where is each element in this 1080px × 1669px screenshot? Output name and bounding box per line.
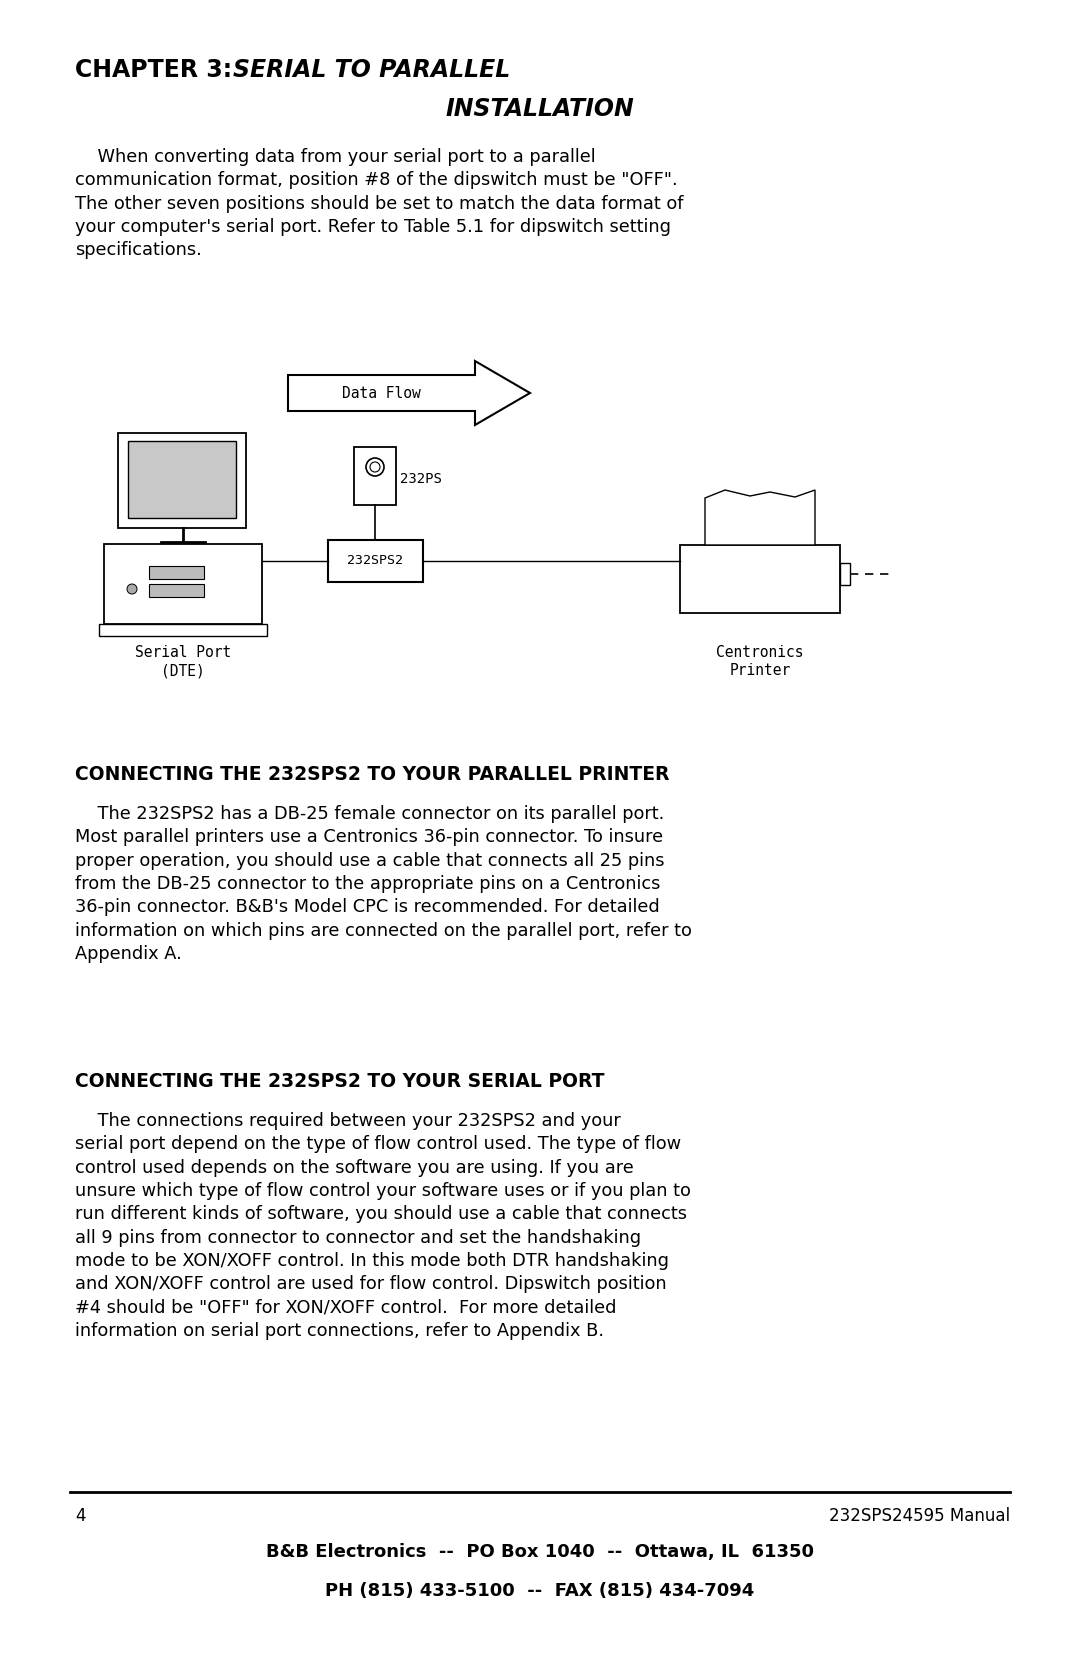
FancyBboxPatch shape	[118, 432, 246, 527]
FancyBboxPatch shape	[840, 562, 850, 586]
Text: Centronics: Centronics	[716, 644, 804, 659]
FancyBboxPatch shape	[104, 544, 262, 624]
FancyBboxPatch shape	[149, 566, 204, 579]
Text: 232SPS24595 Manual: 232SPS24595 Manual	[828, 1507, 1010, 1525]
Text: CHAPTER 3:: CHAPTER 3:	[75, 58, 241, 82]
FancyBboxPatch shape	[99, 624, 267, 636]
Text: CONNECTING THE 232SPS2 TO YOUR PARALLEL PRINTER: CONNECTING THE 232SPS2 TO YOUR PARALLEL …	[75, 764, 670, 784]
Text: CONNECTING THE 232SPS2 TO YOUR SERIAL PORT: CONNECTING THE 232SPS2 TO YOUR SERIAL PO…	[75, 1071, 605, 1092]
Text: Serial Port: Serial Port	[135, 644, 231, 659]
Text: The connections required between your 232SPS2 and your
serial port depend on the: The connections required between your 23…	[75, 1112, 691, 1340]
Circle shape	[370, 462, 380, 472]
Text: PH (815) 433-5100  --  FAX (815) 434-7094: PH (815) 433-5100 -- FAX (815) 434-7094	[325, 1582, 755, 1601]
FancyBboxPatch shape	[680, 546, 840, 613]
Text: Printer: Printer	[729, 663, 791, 678]
Text: Data Flow: Data Flow	[342, 386, 421, 401]
Text: When converting data from your serial port to a parallel
communication format, p: When converting data from your serial po…	[75, 149, 684, 259]
Text: 232SPS2: 232SPS2	[347, 554, 403, 567]
Circle shape	[366, 457, 384, 476]
FancyBboxPatch shape	[129, 441, 237, 517]
Polygon shape	[705, 491, 815, 546]
Text: The 232SPS2 has a DB-25 female connector on its parallel port.
Most parallel pri: The 232SPS2 has a DB-25 female connector…	[75, 804, 692, 963]
Text: SERIAL TO PARALLEL: SERIAL TO PARALLEL	[233, 58, 510, 82]
Text: (DTE): (DTE)	[161, 663, 205, 678]
Text: B&B Electronics  --  PO Box 1040  --  Ottawa, IL  61350: B&B Electronics -- PO Box 1040 -- Ottawa…	[266, 1544, 814, 1561]
Text: 4: 4	[75, 1507, 85, 1525]
Circle shape	[127, 584, 137, 594]
Text: INSTALLATION: INSTALLATION	[446, 97, 634, 120]
Text: 232PS: 232PS	[400, 472, 442, 486]
FancyBboxPatch shape	[149, 584, 204, 598]
FancyBboxPatch shape	[354, 447, 396, 506]
FancyBboxPatch shape	[328, 541, 423, 582]
Polygon shape	[288, 361, 530, 426]
